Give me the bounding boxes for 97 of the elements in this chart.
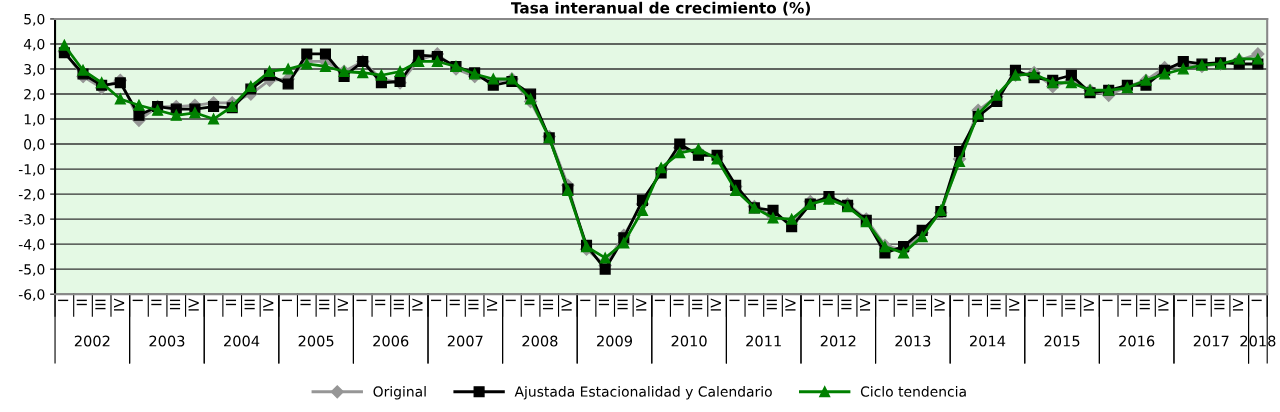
x-tick-label: IV bbox=[337, 298, 348, 311]
x-tick-label: III bbox=[468, 299, 479, 310]
x-tick-label: III bbox=[393, 299, 404, 310]
x-tick-label: III bbox=[915, 299, 927, 310]
x-tick-label: I bbox=[1102, 299, 1113, 302]
x-tick-label: I bbox=[953, 299, 964, 302]
x-tick-label: I bbox=[878, 299, 889, 302]
y-tick-label: 4,0 bbox=[23, 38, 45, 51]
x-tick-label: IV bbox=[934, 298, 945, 311]
y-tick-label: -6,0 bbox=[18, 289, 45, 302]
x-tick-label: IV bbox=[263, 298, 274, 311]
x-tick-label: I bbox=[1176, 299, 1188, 302]
y-tick-label: 5,0 bbox=[24, 13, 45, 26]
x-tick-label: I bbox=[58, 299, 69, 302]
x-tick-label: II bbox=[375, 299, 386, 306]
x-tick-label: II bbox=[1046, 299, 1057, 306]
x-tick-label: I bbox=[505, 299, 516, 302]
x-tick-label: IV bbox=[785, 298, 796, 311]
x-tick-label: IV bbox=[561, 298, 572, 311]
x-tick-label: III bbox=[542, 299, 554, 310]
x-tick-label: IV bbox=[1158, 298, 1169, 311]
x-tick-label: III bbox=[617, 299, 628, 310]
y-tick-label: -4,0 bbox=[18, 239, 45, 252]
x-tick-label: II bbox=[598, 299, 610, 306]
x-tick-label: IV bbox=[636, 298, 647, 311]
x-tick-label: II bbox=[449, 299, 460, 306]
text: 2015 bbox=[1044, 335, 1080, 347]
x-tick-label: III bbox=[841, 299, 852, 310]
x-tick-label: II bbox=[673, 299, 684, 306]
x-tick-label: II bbox=[971, 299, 982, 306]
x-tick-label: III bbox=[244, 299, 255, 310]
text: 2005 bbox=[298, 335, 334, 347]
text: 2011 bbox=[746, 335, 781, 347]
x-tick-label: II bbox=[225, 299, 237, 306]
text: 2009 bbox=[597, 335, 633, 347]
x-tick-label: I bbox=[804, 299, 815, 302]
y-tick-label: -1,0 bbox=[18, 164, 45, 176]
x-tick-label: III bbox=[95, 299, 106, 310]
text: 2008 bbox=[522, 335, 558, 347]
x-tick-label: III bbox=[169, 299, 181, 310]
x-tick-label: II bbox=[897, 299, 908, 306]
text: 2003 bbox=[149, 335, 185, 347]
x-tick-label: III bbox=[692, 299, 703, 310]
x-tick-label: II bbox=[524, 299, 535, 306]
x-tick-label: II bbox=[300, 299, 311, 306]
x-tick-label: I bbox=[1027, 299, 1038, 302]
text: 2012 bbox=[820, 335, 856, 347]
x-tick-label: I bbox=[207, 299, 218, 302]
x-tick-label: IV bbox=[188, 298, 199, 311]
x-tick-label: II bbox=[1121, 299, 1132, 306]
y-tick-label: 0,0 bbox=[24, 139, 45, 151]
x-tick-label: III bbox=[990, 299, 1001, 310]
x-tick-label: IV bbox=[859, 298, 871, 311]
x-tick-label: I bbox=[132, 299, 143, 302]
text: 2017 bbox=[1193, 335, 1229, 347]
x-tick-label: I bbox=[356, 299, 367, 302]
x-tick-label: IV bbox=[1083, 298, 1094, 311]
x-tick-label: I bbox=[580, 299, 591, 302]
y-tick-label: -3,0 bbox=[18, 214, 45, 226]
x-tick-label: III bbox=[1139, 299, 1150, 310]
legend-label: Ciclo tendencia bbox=[860, 386, 966, 397]
x-tick-label: I bbox=[1251, 299, 1262, 302]
x-tick-label: II bbox=[748, 299, 759, 306]
x-tick-label: II bbox=[151, 299, 162, 306]
y-tick-label: 3,0 bbox=[24, 63, 45, 76]
text: 2010 bbox=[671, 335, 707, 347]
x-tick-label: IV bbox=[486, 298, 498, 311]
x-tick-label: IV bbox=[710, 298, 721, 311]
x-tick-label: III bbox=[766, 299, 777, 310]
x-tick-label: I bbox=[281, 299, 292, 302]
x-tick-label: III bbox=[1214, 299, 1225, 310]
y-tick-label: 1,0 bbox=[24, 114, 45, 126]
y-tick-label: -2,0 bbox=[18, 189, 45, 201]
text: 2004 bbox=[224, 335, 260, 347]
text: 2006 bbox=[373, 335, 409, 347]
text: 2002 bbox=[74, 335, 110, 347]
x-tick-label: IV bbox=[114, 298, 125, 311]
text: 2016 bbox=[1119, 335, 1155, 347]
x-tick-label: III bbox=[319, 299, 330, 310]
x-tick-label: II bbox=[1195, 299, 1206, 306]
x-tick-label: II bbox=[76, 299, 87, 306]
x-tick-label: III bbox=[1065, 299, 1076, 310]
x-tick-label: II bbox=[822, 299, 833, 306]
legend-label: Ajustada Estacionalidad y Calendario bbox=[514, 386, 772, 400]
x-tick-label: IV bbox=[1009, 298, 1020, 311]
x-tick-label: I bbox=[729, 299, 740, 302]
x-tick-label: I bbox=[431, 299, 442, 302]
legend-label: Original bbox=[373, 386, 426, 400]
x-tick-label: I bbox=[654, 299, 665, 302]
x-tick-label: IV bbox=[412, 298, 423, 311]
text: 2013 bbox=[895, 335, 931, 347]
text: 2014 bbox=[969, 335, 1006, 347]
y-tick-label: -5,0 bbox=[18, 264, 45, 277]
text: 2007 bbox=[447, 335, 483, 347]
chart-title: Tasa interanual de crecimiento (%) bbox=[511, 1, 810, 16]
y-tick-label: 2,0 bbox=[24, 88, 45, 101]
x-tick-label: IV bbox=[1232, 298, 1244, 311]
